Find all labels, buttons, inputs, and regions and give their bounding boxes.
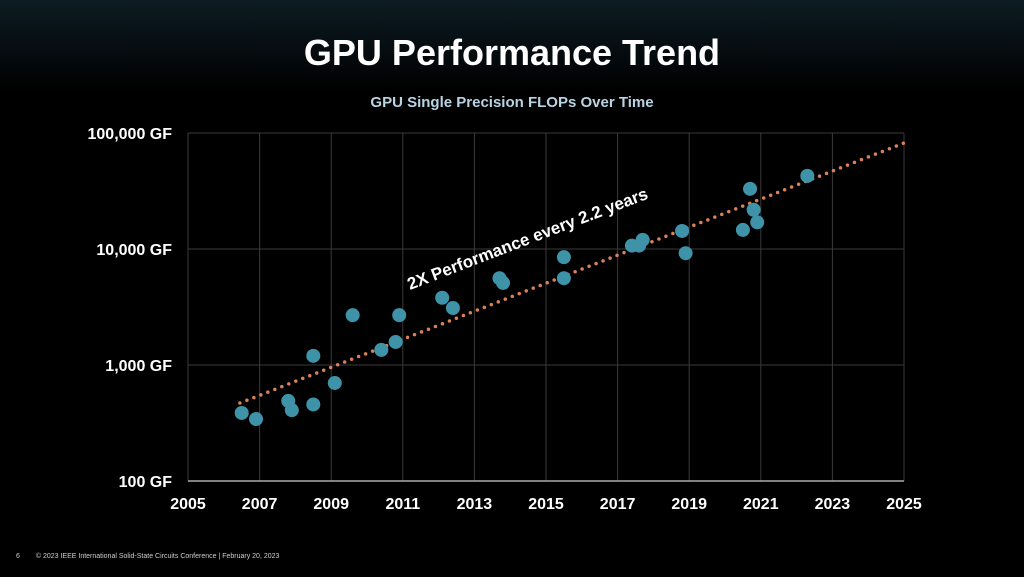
y-tick-label: 10,000 GF [96, 242, 172, 259]
x-tick-label: 2017 [600, 496, 636, 513]
x-tick-label: 2005 [170, 496, 206, 513]
y-tick-label: 100,000 GF [88, 126, 173, 143]
data-point [556, 250, 571, 265]
data-point [556, 271, 571, 286]
x-tick-label: 2009 [313, 496, 349, 513]
trendline [238, 141, 906, 405]
data-point [435, 290, 450, 305]
data-point [327, 375, 342, 390]
x-tick-label: 2007 [242, 496, 278, 513]
x-tick-label: 2015 [528, 496, 564, 513]
data-point [678, 246, 693, 261]
data-point [345, 308, 360, 323]
data-point [374, 342, 389, 357]
data-point [743, 181, 758, 196]
chart-title: GPU Single Precision FLOPs Over Time [370, 94, 654, 111]
data-point [306, 397, 321, 412]
data-point [735, 222, 750, 237]
x-tick-label: 2011 [385, 496, 420, 513]
data-point [234, 405, 249, 420]
data-point [635, 232, 650, 247]
x-tick-label: 2023 [815, 496, 851, 513]
data-point [750, 215, 765, 230]
x-tick-label: 2025 [886, 496, 922, 513]
slide-title: GPU Performance Trend [303, 32, 721, 73]
data-point [675, 223, 690, 238]
data-point [284, 403, 299, 418]
footer: 6 © 2023 IEEE International Solid-State … [16, 553, 293, 560]
data-point [392, 308, 407, 323]
trend-annotation: 2X Performance every 2.2 years [405, 184, 651, 294]
data-point [496, 275, 511, 290]
y-tick-label: 100 GF [119, 474, 173, 491]
y-tick-label: 1,000 GF [105, 358, 172, 375]
x-tick-label: 2013 [457, 496, 493, 513]
data-point [249, 412, 264, 427]
data-point [800, 168, 815, 183]
data-point [445, 301, 460, 316]
data-point [746, 202, 761, 217]
x-tick-label: 2019 [671, 496, 707, 513]
data-point [388, 334, 403, 349]
x-tick-label: 2021 [743, 496, 779, 513]
copyright: © 2023 IEEE International Solid-State Ci… [35, 553, 280, 560]
page-number: 6 [16, 553, 20, 560]
data-point [306, 348, 321, 363]
header-background [0, 0, 1024, 90]
